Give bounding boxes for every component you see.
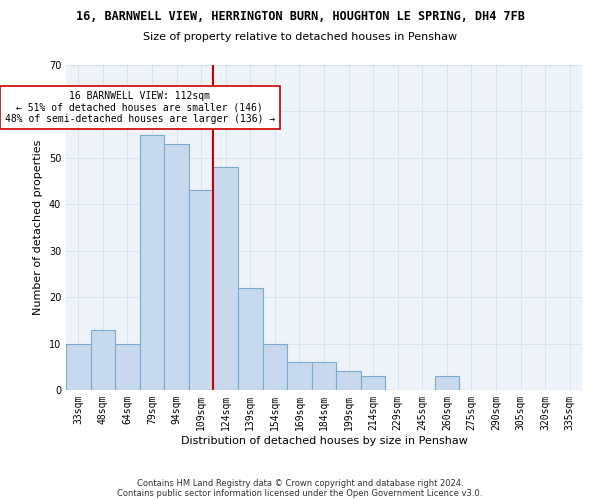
Bar xyxy=(336,372,361,390)
Bar xyxy=(91,330,115,390)
Text: 16, BARNWELL VIEW, HERRINGTON BURN, HOUGHTON LE SPRING, DH4 7FB: 16, BARNWELL VIEW, HERRINGTON BURN, HOUG… xyxy=(76,10,524,23)
Bar xyxy=(189,190,214,390)
Bar xyxy=(66,344,91,390)
Y-axis label: Number of detached properties: Number of detached properties xyxy=(33,140,43,315)
Text: Contains HM Land Registry data © Crown copyright and database right 2024.: Contains HM Land Registry data © Crown c… xyxy=(137,478,463,488)
Bar xyxy=(164,144,189,390)
Text: Size of property relative to detached houses in Penshaw: Size of property relative to detached ho… xyxy=(143,32,457,42)
Bar xyxy=(214,167,238,390)
Bar xyxy=(434,376,459,390)
Bar xyxy=(140,134,164,390)
Bar xyxy=(238,288,263,390)
Text: 16 BARNWELL VIEW: 112sqm
← 51% of detached houses are smaller (146)
48% of semi-: 16 BARNWELL VIEW: 112sqm ← 51% of detach… xyxy=(5,90,275,124)
Bar xyxy=(287,362,312,390)
Bar xyxy=(361,376,385,390)
Bar xyxy=(263,344,287,390)
Bar xyxy=(312,362,336,390)
Bar xyxy=(115,344,140,390)
Text: Contains public sector information licensed under the Open Government Licence v3: Contains public sector information licen… xyxy=(118,488,482,498)
X-axis label: Distribution of detached houses by size in Penshaw: Distribution of detached houses by size … xyxy=(181,436,467,446)
